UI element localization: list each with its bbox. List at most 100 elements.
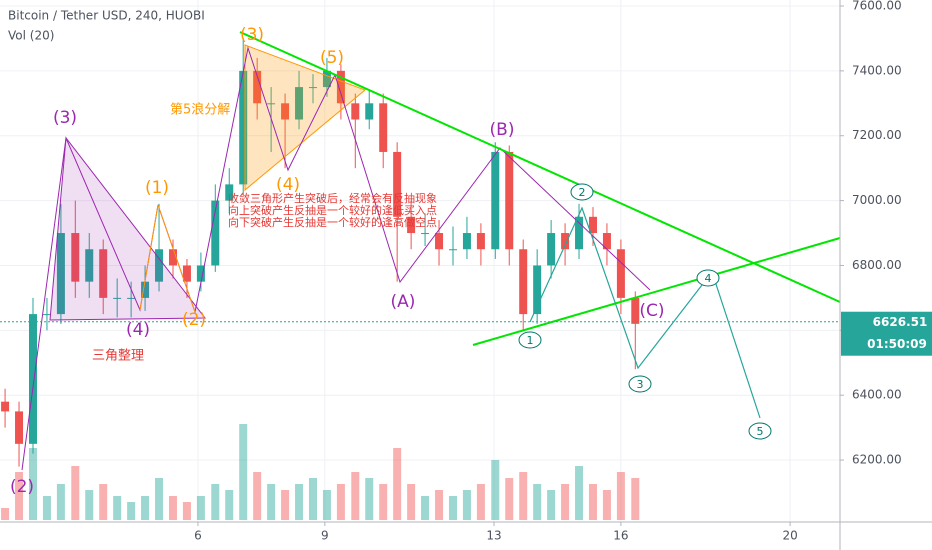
volume-bar bbox=[253, 472, 262, 520]
last-price: 6626.51 bbox=[873, 315, 928, 329]
wave-circle bbox=[696, 269, 720, 287]
volume-bar bbox=[421, 496, 430, 520]
candle-body bbox=[421, 233, 430, 235]
candle-body bbox=[365, 103, 374, 120]
wave-label: 1 bbox=[527, 334, 534, 347]
candle-body bbox=[561, 233, 570, 250]
volume-bar bbox=[505, 478, 514, 520]
volume-bar bbox=[616, 472, 625, 520]
volume-bar bbox=[155, 478, 164, 520]
candle-body bbox=[196, 265, 205, 282]
volume-bar bbox=[28, 448, 37, 520]
candle-body bbox=[71, 233, 80, 282]
volume-bar bbox=[281, 490, 290, 520]
wave-label: (B) bbox=[490, 120, 515, 140]
volume-bar bbox=[491, 460, 500, 520]
volume-bar bbox=[267, 484, 276, 520]
wave-path bbox=[529, 206, 761, 419]
volume-bar bbox=[448, 496, 457, 520]
volume-bar bbox=[239, 424, 248, 520]
volume-bar bbox=[42, 496, 51, 520]
volume-bar bbox=[211, 484, 220, 520]
wave-path bbox=[139, 204, 196, 313]
y-tick-label: 6200.00 bbox=[852, 453, 902, 467]
y-tick-label: 7000.00 bbox=[852, 193, 902, 207]
wave-label: 4 bbox=[705, 272, 712, 285]
wave-circle bbox=[628, 375, 652, 393]
volume-bar bbox=[99, 484, 108, 520]
annotation: 收敛三角形产生突破后，经常会有反抽现象 bbox=[228, 191, 437, 205]
wave-label: 2 bbox=[579, 186, 586, 199]
volume-bar bbox=[561, 484, 570, 520]
candle-body bbox=[393, 151, 402, 217]
volume-bar bbox=[351, 472, 360, 520]
volume-bar bbox=[141, 496, 150, 520]
candle-body bbox=[1, 401, 10, 412]
candle-body bbox=[239, 70, 248, 185]
x-tick-label: 16 bbox=[613, 529, 628, 543]
triangle-shape bbox=[49, 136, 207, 321]
candle-body bbox=[616, 249, 625, 298]
y-tick-label: 6400.00 bbox=[852, 388, 902, 402]
y-tick-label: 7200.00 bbox=[852, 128, 902, 142]
candle-body bbox=[476, 233, 485, 250]
volume-bar bbox=[435, 490, 444, 520]
y-tick-label: 7400.00 bbox=[852, 63, 902, 77]
candle-body bbox=[113, 297, 122, 299]
volume-bar bbox=[71, 466, 80, 520]
candle-body bbox=[588, 216, 597, 234]
volume-bar bbox=[15, 472, 24, 520]
wave-label: (4) bbox=[126, 320, 150, 340]
candle-body bbox=[295, 87, 304, 120]
volume-bar bbox=[56, 484, 65, 520]
countdown: 01:50:09 bbox=[867, 337, 927, 351]
volume-bar bbox=[196, 496, 205, 520]
wave-label: (A) bbox=[391, 292, 416, 312]
candle-body bbox=[85, 249, 94, 282]
candle-body bbox=[351, 103, 360, 120]
candle-body bbox=[99, 249, 108, 298]
candle-body bbox=[127, 297, 136, 299]
volume-bar bbox=[295, 484, 304, 520]
candle-body bbox=[155, 249, 164, 282]
x-tick-label: 9 bbox=[321, 529, 329, 543]
volume-bar bbox=[547, 490, 556, 520]
candle-body bbox=[631, 297, 640, 324]
wave-label: (2) bbox=[182, 310, 206, 330]
wave-circle bbox=[518, 331, 542, 349]
candle-body bbox=[281, 103, 290, 120]
candle-body bbox=[602, 233, 611, 250]
volume-bar bbox=[476, 484, 485, 520]
x-tick-label: 13 bbox=[486, 529, 501, 543]
candle-body bbox=[56, 233, 65, 315]
wave-label: (1) bbox=[145, 178, 169, 198]
candle-body bbox=[435, 233, 444, 250]
price-badge bbox=[841, 311, 932, 356]
volume-bar bbox=[602, 490, 611, 520]
volume-bar bbox=[407, 484, 416, 520]
wave-label: (3) bbox=[53, 108, 77, 128]
chart-title: Bitcoin / Tether USD, 240, HUOBI bbox=[8, 9, 205, 23]
y-tick-label: 6800.00 bbox=[852, 258, 902, 272]
candles bbox=[1, 38, 640, 467]
x-tick-label: 6 bbox=[194, 529, 202, 543]
trend-line bbox=[472, 237, 841, 346]
candle-body bbox=[15, 411, 24, 444]
wave-circle bbox=[748, 422, 772, 440]
wave-path bbox=[21, 46, 651, 471]
volume-bar bbox=[462, 490, 471, 520]
volume-bar bbox=[575, 466, 584, 520]
candle-body bbox=[42, 314, 51, 316]
candle-body bbox=[267, 103, 276, 105]
wave-label: 5 bbox=[757, 425, 764, 438]
candle-body bbox=[448, 249, 457, 251]
wave-label: (2) bbox=[10, 477, 34, 497]
annotation: 第5浪分解 bbox=[170, 103, 230, 118]
candle-body bbox=[253, 70, 262, 104]
candle-body bbox=[407, 216, 416, 234]
volume-bar bbox=[85, 490, 94, 520]
volume-bar bbox=[365, 478, 374, 520]
candle-body bbox=[336, 70, 345, 104]
candle-body bbox=[547, 233, 556, 266]
